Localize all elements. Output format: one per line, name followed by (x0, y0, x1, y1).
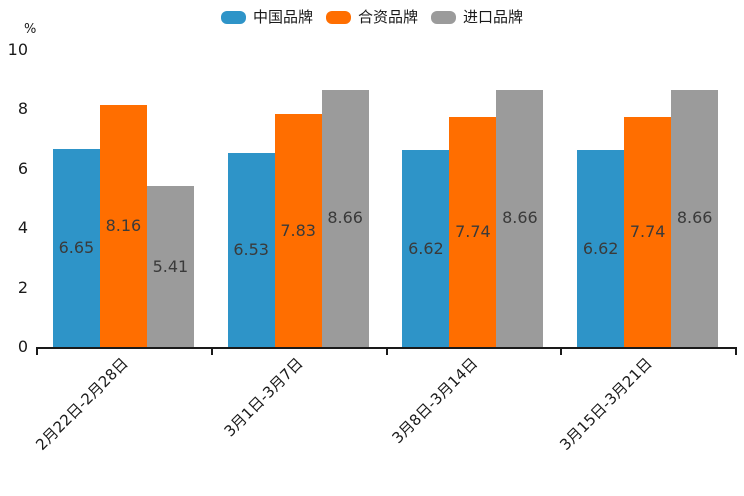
x-axis-tick (735, 349, 737, 355)
y-tick-label: 0 (17, 337, 28, 356)
bar (496, 89, 544, 347)
bar (52, 149, 100, 347)
bar-value-label: 6.62 (582, 238, 619, 258)
legend-item: 中国品牌 (220, 8, 313, 26)
y-tick-label: 8 (17, 99, 28, 119)
x-axis-tick (36, 349, 38, 355)
y-tick-label: 2 (17, 277, 28, 297)
bar (402, 150, 450, 347)
x-axis-line (36, 347, 737, 349)
legend-item: 合资品牌 (325, 8, 418, 26)
x-tick-label: 3月15日-3月21日 (556, 354, 656, 454)
bar (227, 153, 275, 347)
bar-value-label: 8.16 (105, 215, 142, 235)
bar (99, 104, 147, 347)
bar-value-label: 8.66 (676, 208, 713, 228)
bar-value-label: 7.83 (280, 220, 316, 240)
y-axis-unit-label: % (24, 22, 37, 37)
bar (321, 89, 369, 347)
legend-marker-icon (325, 10, 351, 24)
bar (577, 150, 625, 347)
y-tick-label: 6 (17, 158, 28, 178)
x-tick-label: 3月8日-3月14日 (388, 354, 481, 448)
bar-value-label: 6.65 (58, 238, 95, 258)
bar-value-label: 7.74 (455, 222, 491, 242)
legend-item: 进口品牌 (431, 8, 523, 26)
bar (449, 117, 497, 347)
legend: 中国品牌 合资品牌 进口品牌 (0, 8, 744, 26)
bar-value-label: 8.66 (502, 208, 538, 228)
bar-value-label: 7.74 (629, 222, 666, 242)
x-tick-label: 2月22日-2月28日 (31, 354, 132, 454)
x-axis-tick (385, 349, 388, 355)
y-tick-label: 4 (17, 218, 28, 238)
bar-value-label: 8.66 (327, 208, 363, 228)
x-tick-label: 3月1日-3月7日 (220, 354, 307, 441)
bar-value-label: 6.62 (408, 238, 444, 258)
bar-value-label: 6.53 (233, 240, 269, 260)
y-tick-label: 10 (7, 40, 28, 59)
legend-label: 进口品牌 (463, 8, 524, 26)
bar (146, 186, 194, 347)
legend-marker-icon (431, 10, 456, 24)
legend-marker-icon (220, 10, 246, 24)
x-axis-tick (210, 349, 213, 355)
legend-label: 合资品牌 (357, 8, 418, 26)
bar (671, 89, 719, 347)
bar (274, 114, 322, 347)
bar (624, 117, 672, 347)
bar-value-label: 5.41 (152, 256, 189, 276)
legend-label: 中国品牌 (252, 8, 313, 26)
x-axis-tick (560, 349, 563, 355)
